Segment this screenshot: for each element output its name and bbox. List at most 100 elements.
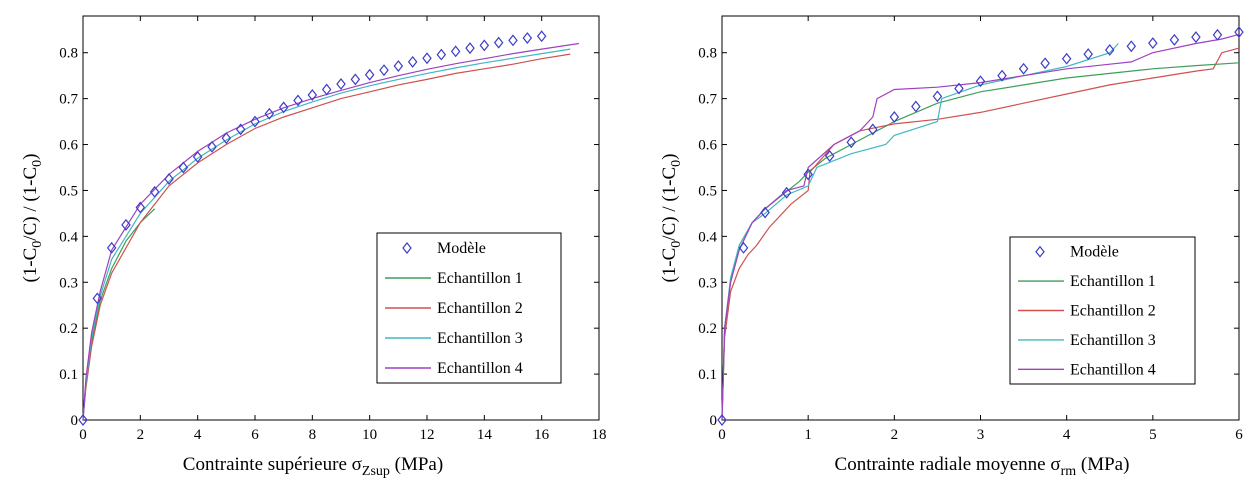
legend-marker xyxy=(1035,245,1045,258)
model-point xyxy=(92,292,103,305)
y-tick-label: 0 xyxy=(71,413,79,429)
legend-label: Echantillon 4 xyxy=(1070,361,1156,378)
y-tick-label: 0.3 xyxy=(698,275,717,291)
x-tick-label: 12 xyxy=(420,427,435,443)
model-point xyxy=(149,185,160,198)
series-line-echantillon-1 xyxy=(82,208,156,421)
model-point xyxy=(221,132,232,145)
model-point xyxy=(997,69,1007,82)
x-tick-label: 0 xyxy=(718,427,726,443)
model-point xyxy=(350,73,361,86)
model-point xyxy=(465,42,475,55)
y-tick-label: 0.1 xyxy=(59,367,78,383)
model-point xyxy=(364,68,375,81)
legend-label: Echantillon 2 xyxy=(437,300,523,317)
model-point xyxy=(954,82,964,95)
x-tick-label: 18 xyxy=(592,427,607,443)
model-point xyxy=(422,52,432,65)
model-point xyxy=(1169,33,1180,46)
y-tick-label: 0.8 xyxy=(698,46,717,62)
legend-label: Echantillon 3 xyxy=(437,330,523,347)
x-axis-label: Contrainte radiale moyenne σrm (MPa) xyxy=(835,454,1130,479)
y-tick-label: 0.2 xyxy=(59,321,78,337)
model-point xyxy=(450,45,461,58)
y-tick-label: 0.7 xyxy=(59,92,78,108)
y-tick-label: 0.7 xyxy=(698,92,717,108)
y-tick-label: 0.6 xyxy=(59,138,78,154)
model-point xyxy=(121,218,131,231)
x-tick-label: 6 xyxy=(1235,427,1243,443)
x-tick-label: 3 xyxy=(977,427,985,443)
model-point xyxy=(336,77,346,90)
model-point xyxy=(78,414,88,426)
x-tick-label: 4 xyxy=(194,427,202,443)
chart-right: 0 1 2 3 4 5 6 0 0.1 0.2 0.3 0.4 0.5 0.6 0.7 0.8 Modèle Ec… xyxy=(659,15,1244,479)
model-point xyxy=(975,75,986,88)
y-tick-label: 0 xyxy=(710,413,718,429)
model-point xyxy=(250,115,260,128)
y-tick-label: 0.5 xyxy=(698,183,717,199)
model-point xyxy=(407,55,418,68)
legend-label: Echantillon 1 xyxy=(437,270,523,287)
model-point xyxy=(889,111,900,123)
legend-label: Echantillon 1 xyxy=(1070,273,1156,290)
model-point xyxy=(803,168,813,181)
model-point xyxy=(738,241,749,254)
model-point xyxy=(479,39,490,52)
model-point xyxy=(493,36,504,49)
model-point xyxy=(911,100,921,113)
model-point xyxy=(781,186,792,199)
model-point xyxy=(264,107,275,120)
model-point xyxy=(164,173,174,185)
model-point xyxy=(1234,26,1244,39)
x-tick-label: 10 xyxy=(362,427,377,443)
model-point xyxy=(106,241,117,254)
model-point xyxy=(207,140,217,153)
series-line-echantillon-4 xyxy=(721,33,1240,421)
series-line-echantillon-4 xyxy=(82,42,579,421)
x-tick-label: 8 xyxy=(309,427,317,443)
model-point xyxy=(321,83,332,96)
y-axis-label: (1-C0/C) / (1-C0) xyxy=(659,153,684,282)
model-point xyxy=(293,94,303,107)
x-tick-label: 1 xyxy=(804,427,812,443)
model-point xyxy=(235,123,246,136)
legend-label: Modèle xyxy=(1070,244,1119,261)
chart-left: 0 2 4 6 8 10 12 14 16 18 0 0.1 0.2 0.3 0.4 0.5 0.6 0.7 0.8… xyxy=(20,15,607,479)
y-tick-label: 0.8 xyxy=(59,46,78,62)
model-point xyxy=(1126,40,1137,53)
series-line-echantillon-2 xyxy=(721,47,1240,421)
model-point xyxy=(307,89,318,101)
y-tick-label: 0.2 xyxy=(698,321,717,337)
model-point xyxy=(932,90,943,103)
legend-label: Echantillon 2 xyxy=(1070,303,1156,320)
model-point xyxy=(522,32,533,44)
model-point xyxy=(760,206,770,219)
legend-label: Echantillon 3 xyxy=(1070,332,1156,349)
legend-marker xyxy=(402,242,412,254)
model-point xyxy=(1040,57,1050,70)
model-point xyxy=(824,150,835,162)
model-point xyxy=(1212,28,1223,41)
model-point xyxy=(1018,62,1029,75)
plot-area xyxy=(82,15,600,421)
model-point xyxy=(536,30,547,43)
model-point xyxy=(1191,31,1201,44)
model-point xyxy=(379,64,389,77)
model-point xyxy=(436,48,447,61)
y-tick-label: 0.3 xyxy=(59,275,78,291)
x-axis-label: Contrainte supérieure σZsup (MPa) xyxy=(183,454,443,479)
model-point xyxy=(178,161,189,174)
model-point xyxy=(1104,44,1115,56)
x-tick-label: 5 xyxy=(1149,427,1157,443)
x-tick-label: 14 xyxy=(477,427,493,443)
series-line-echantillon-2 xyxy=(82,53,571,421)
x-tick-label: 6 xyxy=(251,427,259,443)
model-point xyxy=(135,201,146,214)
model-point xyxy=(1148,37,1158,50)
y-tick-label: 0.4 xyxy=(698,229,717,245)
model-point xyxy=(1083,48,1093,61)
x-tick-label: 0 xyxy=(79,427,87,443)
legend-label: Modèle xyxy=(437,240,486,257)
